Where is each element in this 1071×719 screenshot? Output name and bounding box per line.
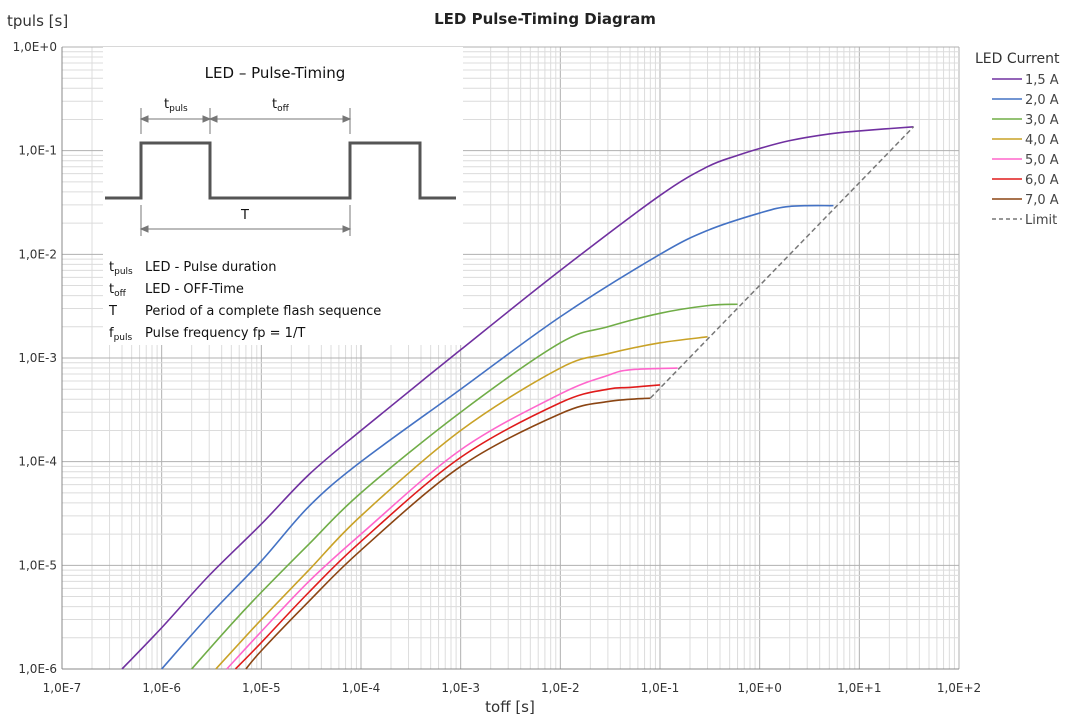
x-tick-label: 1,0E-6 [142,681,181,695]
x-tick-labels: 1,0E-7 1,0E-6 1,0E-5 1,0E-4 1,0E-3 1,0E-2 1,0E… [43,681,982,695]
y-axis-label: tpuls [s] [7,12,68,30]
definition-text: Pulse frequency fp = 1/T [145,326,305,341]
inset-background [103,47,463,345]
x-tick-label: 1,0E-4 [342,681,381,695]
legend-item-label: Limit [1025,213,1057,228]
inset-title: LED – Pulse-Timing [205,64,346,82]
legend-item-label: 3,0 A [1025,113,1059,128]
definitions-list: tpuls LED - Pulse duration toff LED - OF… [108,260,381,343]
x-tick-label: 1,0E+2 [937,681,981,695]
x-tick-label: 1,0E-3 [441,681,480,695]
series-line-limit [649,126,915,399]
x-tick-label: 1,0E-5 [242,681,281,695]
axes [61,47,959,670]
y-tick-labels: 1,0E-6 1,0E-5 1,0E-4 1,0E-3 1,0E-2 1,0E-1 1,0E… [13,40,57,676]
series-line-6-0-a [234,384,661,670]
y-tick-label: 1,0E-3 [18,351,57,365]
dimension-arrows [139,108,352,236]
x-tick-label: 1,0E+1 [837,681,881,695]
y-tick-label: 1,0E-6 [18,662,57,676]
period-dimension-label: T [240,208,249,223]
legend-item-label: 2,0 A [1025,93,1059,108]
definition-symbol: toff [109,282,127,299]
series-line-4-0-a [215,336,708,670]
legend-item-label: 1,5 A [1025,73,1059,88]
x-tick-label: 1,0E-7 [43,681,82,695]
pulse-timing-inset: LED – Pulse-Timing tpuls toff T tpuls LE… [103,47,463,345]
chart-title: LED Pulse-Timing Diagram [434,10,656,28]
x-tick-label: 1,0E-1 [641,681,680,695]
legend: LED Current 1,5 A 2,0 A 3,0 A 4,0 A 5,0 A 6,0… [975,51,1060,228]
x-tick-label: 1,0E+0 [737,681,781,695]
series-line-1-5-a [121,125,914,670]
pulse-waveform [105,141,456,200]
legend-title: LED Current [975,51,1060,67]
legend-item-label: 7,0 A [1025,193,1059,208]
definition-text: Period of a complete flash sequence [145,304,381,319]
y-tick-label: 1,0E-2 [18,247,57,261]
definition-symbol: fpuls [109,326,132,343]
legend-item-label: 6,0 A [1025,173,1059,188]
definition-symbol: tpuls [109,260,133,277]
series-line-3-0-a [191,303,738,670]
tpuls-dimension-label: tpuls [164,97,188,114]
definition-text: LED - OFF-Time [145,282,244,297]
y-tick-label: 1,0E+0 [13,40,57,54]
series-layer [121,125,915,670]
y-tick-label: 1,0E-4 [18,455,57,469]
legend-item-label: 5,0 A [1025,153,1059,168]
series-line-5-0-a [226,367,678,670]
definition-symbol: T [108,304,117,319]
y-tick-label: 1,0E-1 [18,144,57,158]
definition-text: LED - Pulse duration [145,260,277,275]
legend-item-label: 4,0 A [1025,133,1059,148]
x-tick-label: 1,0E-2 [541,681,580,695]
y-tick-label: 1,0E-5 [18,558,57,572]
x-axis-label: toff [s] [485,698,535,716]
series-line-7-0-a [245,397,651,670]
series-line-2-0-a [161,204,834,670]
toff-dimension-label: toff [272,97,290,114]
